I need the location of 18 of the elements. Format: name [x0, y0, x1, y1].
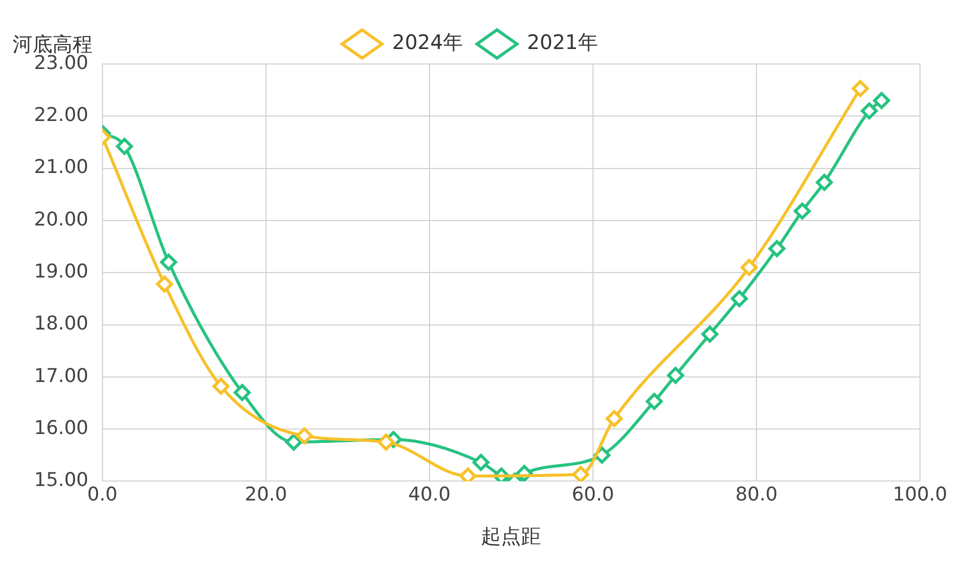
x-tick-label: 40.0	[408, 484, 451, 506]
legend-label: 2021年	[527, 30, 598, 54]
y-tick-label: 21.00	[34, 156, 88, 178]
y-tick-label: 22.00	[34, 104, 88, 126]
y-tick-label: 16.00	[34, 416, 88, 439]
y-axis-title: 河底高程	[12, 32, 92, 56]
x-axis-title: 起点距	[481, 524, 542, 548]
y-tick-label: 18.00	[34, 312, 88, 335]
y-tick-label: 19.00	[34, 260, 88, 283]
y-tick-label: 15.00	[34, 469, 88, 492]
x-tick-label: 0.0	[87, 484, 118, 506]
legend-label: 2024年	[392, 30, 464, 54]
x-tick-label: 100.0	[892, 484, 948, 506]
x-tick-label: 80.0	[735, 484, 778, 506]
x-tick-label: 60.0	[572, 484, 614, 506]
y-tick-label: 17.00	[34, 364, 88, 387]
x-tick-label: 20.0	[244, 484, 288, 506]
y-tick-label: 20.00	[34, 208, 88, 230]
